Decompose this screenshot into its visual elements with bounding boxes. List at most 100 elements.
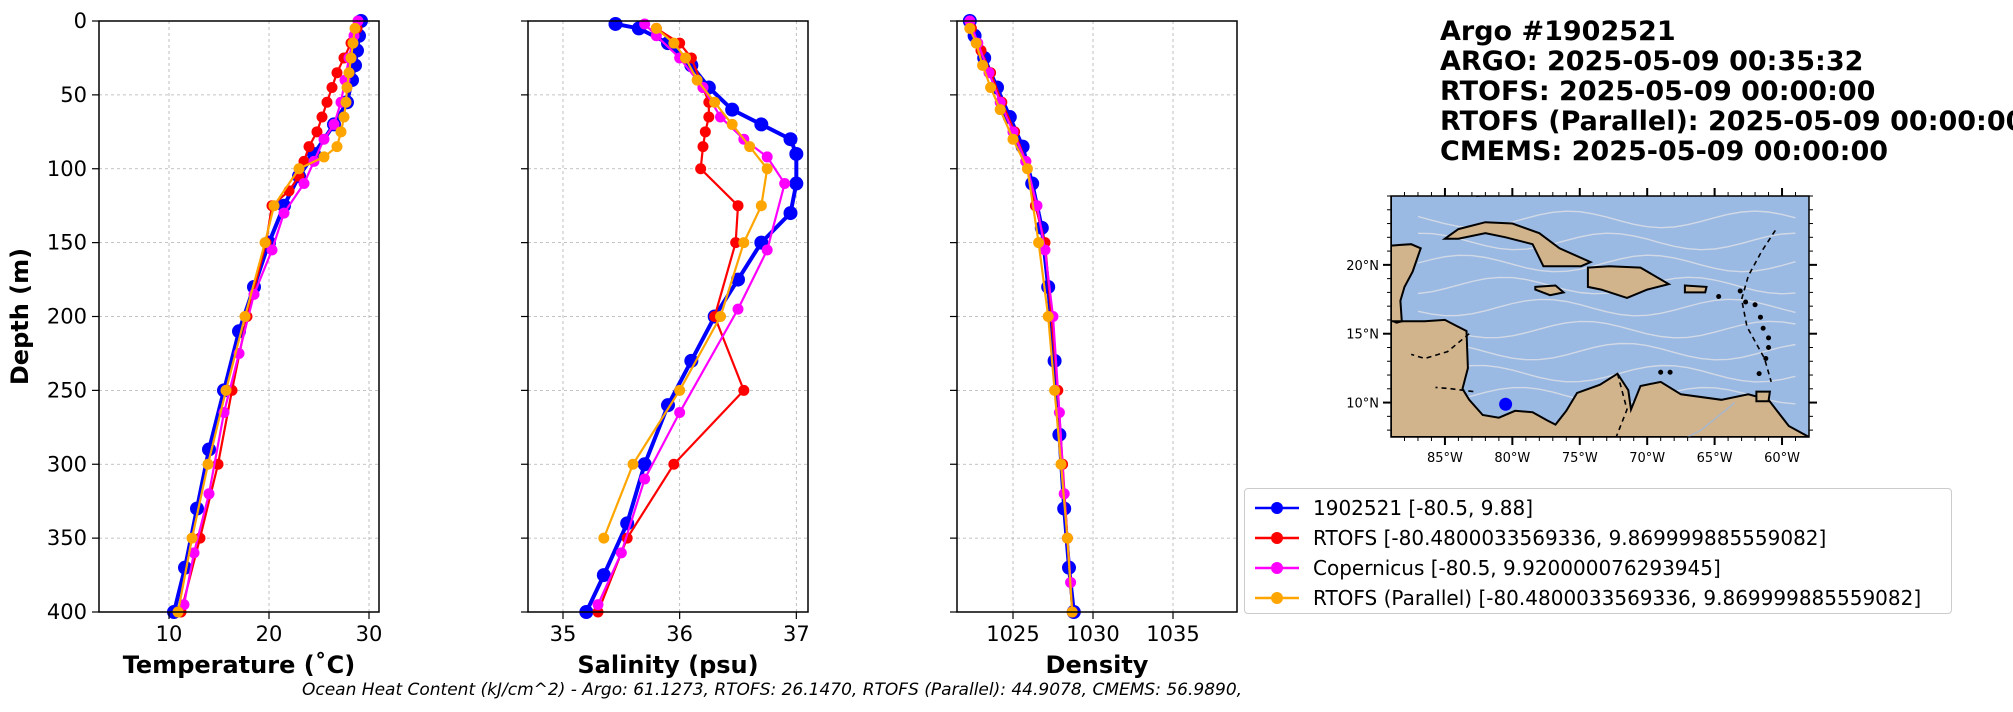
map-lat-label-2: 10°N	[1346, 397, 1379, 412]
salinity-point-1-6	[699, 126, 711, 138]
legend-item-rtofs-parallel: RTOFS (Parallel) [-80.4800033569336, 9.8…	[1253, 583, 1921, 613]
density-series-line-1	[970, 27, 1074, 613]
salinity-point-2-10	[674, 407, 686, 419]
salinity-series-line-1	[596, 27, 746, 613]
salinity-point-0-6	[754, 117, 769, 132]
salinity-point-0-16	[637, 457, 652, 472]
temperature-point-1-4	[326, 81, 338, 93]
temperature-point-2-14	[203, 488, 215, 500]
x-tick-label-2: 1035	[1146, 622, 1199, 646]
legend-swatch-rtofs-parallel	[1255, 592, 1299, 604]
land-cuba	[1441, 221, 1594, 268]
temperature-point-2-9	[278, 207, 290, 219]
streamline-7	[1417, 232, 1796, 251]
map-lon-label-5: 60°W	[1764, 451, 1800, 466]
density-point-3-10	[1055, 458, 1067, 470]
island-11	[1667, 369, 1673, 375]
temperature-series-line-1	[179, 27, 359, 613]
x-tick-label-1: 36	[666, 622, 693, 646]
density-point-3-6	[1021, 163, 1033, 175]
salinity-point-3-9	[738, 237, 750, 249]
island-8	[1737, 288, 1743, 294]
salinity-point-1-9	[732, 200, 744, 212]
map-lon-label-3: 70°W	[1629, 451, 1665, 466]
salinity-point-2-6	[761, 151, 773, 163]
land-yucatan	[1391, 196, 1422, 323]
y-tick-label-4: 200	[47, 305, 87, 329]
temperature-point-3-16	[186, 532, 198, 544]
map-lon-label-2: 75°W	[1562, 451, 1598, 466]
salinity-point-0-12	[731, 272, 745, 287]
salinity-point-3-10	[715, 311, 726, 322]
y-tick-label-5: 250	[47, 378, 87, 402]
map-lat-label-0: 20°N	[1346, 259, 1379, 274]
salinity-point-3-4	[709, 96, 721, 108]
map-lon-label-0: 85°W	[1427, 451, 1463, 466]
density-series-3	[964, 22, 1078, 618]
land-jamaica	[1534, 284, 1566, 297]
salinity-point-2-11	[639, 473, 651, 485]
salinity-point-3-3	[691, 74, 703, 86]
x-tick-label-0: 35	[550, 622, 577, 646]
location-map: 85°W 80°W 75°W 70°W 65°W 60°W 20°N 15°N 10°N	[1346, 188, 1817, 466]
argo-float-title: Argo #1902521	[1440, 16, 1676, 47]
salinity-point-2-12	[615, 547, 627, 559]
x-tick-label-1: 20	[256, 622, 283, 646]
island-2	[1766, 344, 1772, 350]
salinity-point-1-13	[668, 458, 680, 470]
salinity-point-2-9	[732, 303, 744, 315]
island-10	[1658, 369, 1664, 375]
temperature-point-2-10	[266, 244, 278, 256]
salinity-point-3-5	[726, 118, 738, 130]
density-point-3-2	[977, 59, 989, 71]
y-tick-label-1: 50	[60, 83, 87, 107]
costa-rica-nicaragua-border	[1435, 386, 1474, 393]
salinity-point-2-0	[639, 18, 651, 30]
island-3	[1766, 335, 1772, 341]
legend-item-rtofs: RTOFS [-80.4800033569336, 9.869999885559…	[1253, 523, 1826, 553]
salinity-point-0-0	[608, 16, 623, 31]
y-tick-label-0: 0	[74, 9, 87, 33]
river	[1687, 401, 1736, 437]
argo-station-marker	[1499, 397, 1513, 411]
x-axis-label: Salinity (psu)	[577, 651, 758, 679]
temperature-point-0-15	[190, 501, 204, 516]
legend-swatch-copernicus	[1255, 562, 1299, 574]
salinity-point-3-11	[674, 384, 686, 396]
density-series-line-2	[968, 20, 1072, 583]
x-tick-label-0: 1025	[986, 622, 1039, 646]
temperature-point-1-5	[321, 96, 333, 108]
temperature-point-0-16	[178, 560, 192, 575]
y-tick-label-7: 350	[47, 526, 87, 550]
island-6	[1752, 302, 1758, 308]
temperature-point-2-15	[188, 547, 200, 559]
temperature-point-2-16	[178, 599, 190, 611]
streamline-2	[1417, 342, 1796, 361]
land-trinidad	[1755, 390, 1772, 403]
density-series-2	[964, 15, 1077, 588]
y-tick-label-6: 300	[47, 452, 87, 476]
temperature-point-3-6	[338, 111, 350, 123]
map-frame	[1390, 195, 1810, 438]
argo-time: ARGO: 2025-05-09 00:35:32	[1440, 46, 1864, 77]
island-0	[1756, 371, 1762, 377]
density-point-3-8	[1042, 311, 1054, 322]
legend-label-rtofs: RTOFS [-80.4800033569336, 9.869999885559…	[1313, 526, 1827, 550]
density-plot: 1025 1030 1035 Density	[950, 14, 1238, 679]
streamline-3	[1417, 320, 1796, 339]
salinity-point-1-7	[697, 141, 709, 153]
temperature-point-2-5	[328, 118, 340, 130]
temperature-point-1-7	[311, 126, 323, 138]
island-5	[1757, 314, 1763, 320]
temperature-plot: 10 20 30050100150200250300350400Temperatur…	[6, 9, 382, 679]
map-lon-label-4: 65°W	[1697, 451, 1733, 466]
y-tick-label-8: 400	[47, 600, 87, 624]
temperature-point-3-12	[259, 237, 271, 249]
legend-label-rtofs-parallel: RTOFS (Parallel) [-80.4800033569336, 9.8…	[1313, 586, 1922, 610]
salinity-point-0-7	[783, 132, 798, 147]
temperature-point-3-13	[239, 311, 251, 322]
island-7	[1743, 299, 1749, 305]
density-point-3-5	[1007, 133, 1019, 145]
temperature-point-3-0	[349, 22, 361, 34]
